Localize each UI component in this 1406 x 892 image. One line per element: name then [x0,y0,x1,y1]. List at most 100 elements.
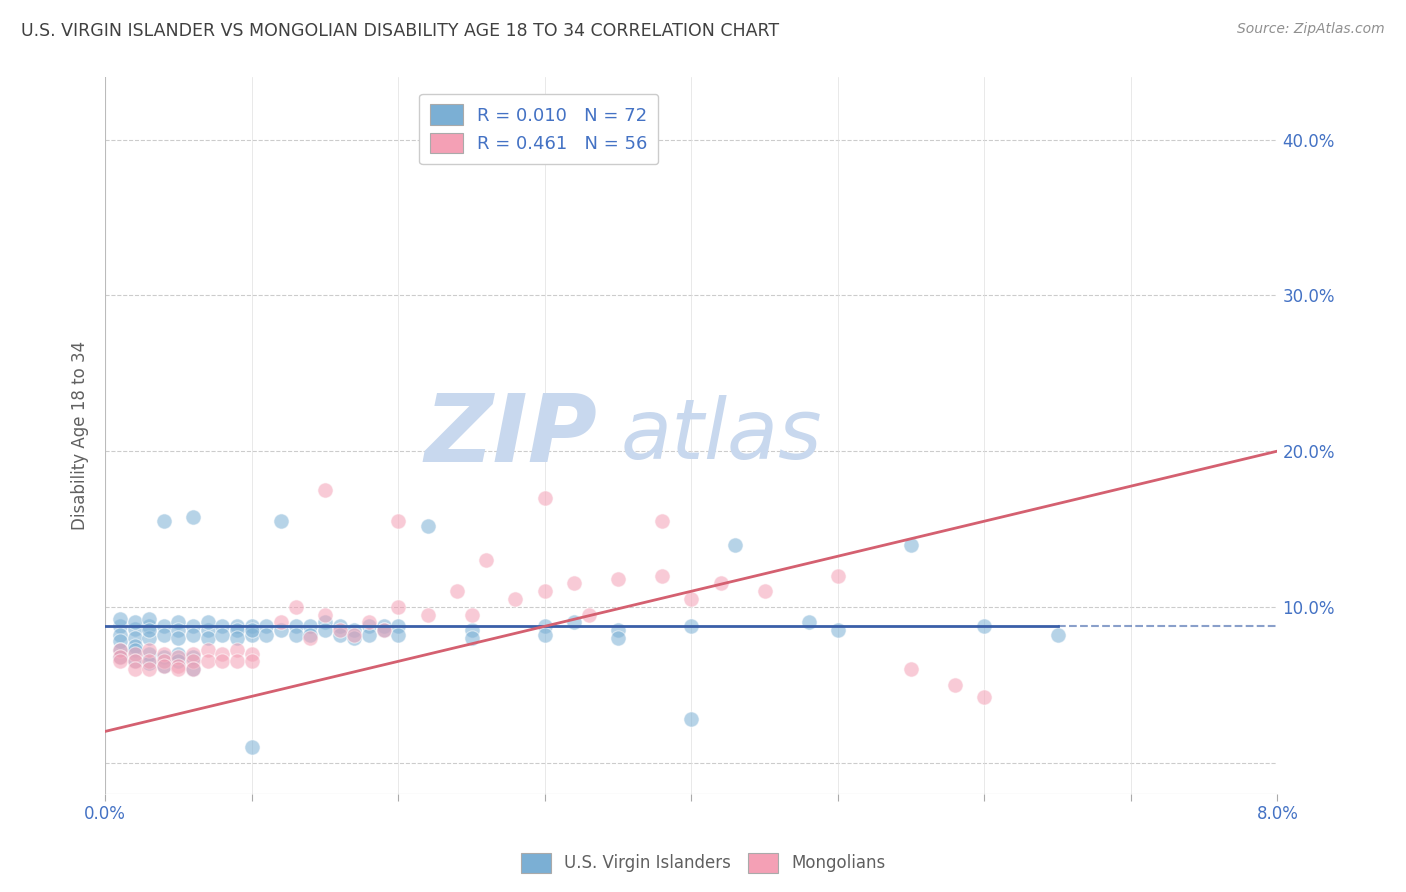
Point [181,647,204,661]
Point [607,623,630,637]
Point [181,649,204,664]
Point [254,618,277,632]
Point [211,647,233,661]
Point [124,654,146,668]
Point [254,628,277,642]
Point [387,599,409,614]
Point [108,643,131,657]
Point [284,599,307,614]
Point [505,592,527,607]
Point [167,631,190,645]
Point [973,690,995,705]
Point [314,483,336,497]
Point [299,618,322,632]
Y-axis label: Disability Age 18 to 34: Disability Age 18 to 34 [72,341,89,530]
Point [460,631,482,645]
Point [181,509,204,524]
Point [373,618,395,632]
Point [197,623,219,637]
Point [357,615,380,630]
Point [181,628,204,642]
Point [108,649,131,664]
Text: ZIP: ZIP [425,390,598,482]
Point [533,584,555,599]
Point [108,649,131,664]
Point [240,739,263,754]
Point [138,643,160,657]
Point [651,568,673,582]
Point [138,618,160,632]
Point [138,654,160,668]
Point [124,631,146,645]
Point [153,649,176,664]
Point [387,618,409,632]
Point [167,623,190,637]
Point [460,623,482,637]
Point [299,628,322,642]
Point [284,618,307,632]
Point [167,649,190,664]
Point [562,615,585,630]
Point [167,654,190,668]
Point [373,623,395,637]
Point [827,568,849,582]
Point [167,615,190,630]
Point [651,514,673,528]
Point [240,628,263,642]
Point [343,623,366,637]
Point [197,643,219,657]
Point [475,553,498,567]
Point [226,643,249,657]
Point [124,622,146,636]
Point [138,612,160,626]
Point [138,623,160,637]
Point [416,519,439,533]
Point [124,615,146,630]
Point [153,659,176,673]
Point [943,678,966,692]
Point [387,628,409,642]
Point [181,662,204,676]
Point [724,537,747,551]
Point [681,618,703,632]
Point [211,628,233,642]
Point [446,584,468,599]
Point [681,712,703,726]
Point [138,656,160,670]
Point [167,659,190,673]
Point [197,654,219,668]
Point [900,662,922,676]
Point [533,491,555,505]
Point [226,631,249,645]
Point [299,631,322,645]
Point [153,654,176,668]
Point [329,618,352,632]
Point [197,615,219,630]
Point [343,628,366,642]
Point [226,623,249,637]
Point [181,654,204,668]
Point [343,631,366,645]
Point [314,607,336,622]
Legend: U.S. Virgin Islanders, Mongolians: U.S. Virgin Islanders, Mongolians [515,847,891,880]
Point [533,618,555,632]
Point [108,643,131,657]
Point [710,576,733,591]
Point [108,612,131,626]
Point [270,615,292,630]
Point [153,659,176,673]
Point [138,631,160,645]
Point [240,618,263,632]
Point [226,618,249,632]
Text: atlas: atlas [621,395,823,476]
Point [226,654,249,668]
Point [900,537,922,551]
Point [138,662,160,676]
Point [270,514,292,528]
Point [181,618,204,632]
Point [108,628,131,642]
Point [329,628,352,642]
Point [460,607,482,622]
Point [284,628,307,642]
Point [270,623,292,637]
